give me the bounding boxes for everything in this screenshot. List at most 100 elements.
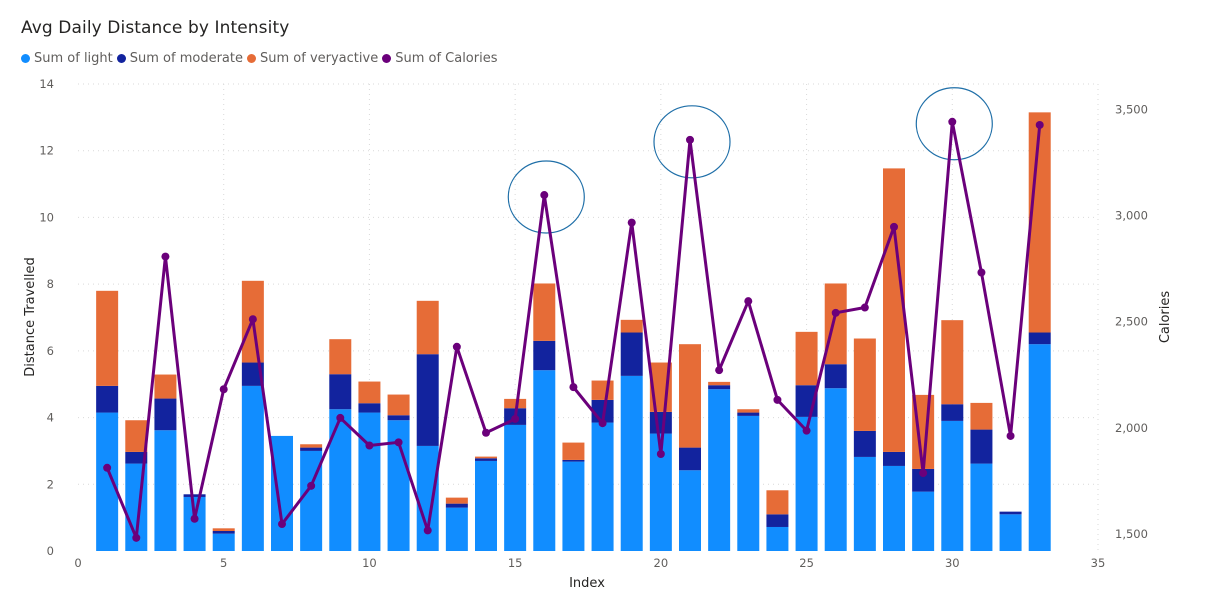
calories-point-22[interactable] [715,366,724,375]
bar-light-4[interactable] [183,496,206,551]
calories-point-29[interactable] [919,469,928,478]
bar-light-29[interactable] [912,491,935,551]
bar-light-26[interactable] [824,388,847,551]
calories-point-25[interactable] [802,426,811,435]
calories-point-18[interactable] [598,419,607,428]
bar-veryactive-19[interactable] [620,319,643,333]
bar-moderate-28[interactable] [883,451,905,466]
bar-light-23[interactable] [737,415,760,551]
calories-point-16[interactable] [540,191,549,200]
calories-point-21[interactable] [686,135,694,144]
bar-moderate-26[interactable] [824,364,847,389]
calories-point-13[interactable] [452,342,461,351]
calories-point-32[interactable] [1006,431,1015,440]
bar-moderate-22[interactable] [708,385,731,390]
chart-legend[interactable]: Sum of light Sum of moderate Sum of very… [21,51,502,66]
bar-light-21[interactable] [679,470,701,551]
bar-veryactive-16[interactable] [533,283,556,341]
bar-moderate-29[interactable] [912,468,935,492]
bar-light-3[interactable] [154,430,177,551]
calories-line-series[interactable] [103,117,1044,542]
bar-moderate-16[interactable] [533,340,556,371]
calories-point-19[interactable] [627,218,636,227]
bar-veryactive-31[interactable] [970,402,993,430]
bar-light-11[interactable] [387,420,410,551]
bar-moderate-4[interactable] [183,494,206,497]
bar-veryactive-14[interactable] [475,456,497,459]
bar-veryactive-12[interactable] [416,300,439,355]
bar-veryactive-25[interactable] [795,331,818,386]
bar-light-14[interactable] [475,460,497,551]
bar-moderate-14[interactable] [475,458,497,461]
bar-veryactive-11[interactable] [387,394,410,416]
bar-veryactive-3[interactable] [154,374,177,399]
calories-point-15[interactable] [511,414,520,423]
bar-moderate-13[interactable] [445,503,468,508]
calories-point-33[interactable] [1035,120,1044,129]
bar-veryactive-33[interactable] [1028,112,1051,333]
bar-light-32[interactable] [999,514,1022,551]
bar-moderate-1[interactable] [96,385,119,413]
bar-moderate-20[interactable] [649,411,672,434]
bar-moderate-31[interactable] [970,429,993,464]
calories-point-28[interactable] [890,222,898,231]
bar-light-24[interactable] [766,526,789,551]
calories-point-26[interactable] [831,308,840,317]
bar-veryactive-17[interactable] [562,442,585,460]
bar-light-33[interactable] [1028,344,1051,551]
bar-moderate-19[interactable] [620,332,643,376]
bar-light-15[interactable] [504,424,527,551]
calories-point-11[interactable] [394,438,403,447]
bar-moderate-32[interactable] [999,511,1022,515]
calories-point-23[interactable] [744,297,753,306]
legend-item-calories[interactable]: Sum of Calories [382,51,498,66]
calories-point-6[interactable] [248,315,257,324]
calories-point-31[interactable] [977,268,986,277]
bar-veryactive-30[interactable] [941,320,964,405]
bar-veryactive-8[interactable] [300,444,323,448]
calories-point-4[interactable] [190,514,199,523]
bar-moderate-33[interactable] [1028,332,1051,345]
bar-moderate-27[interactable] [853,430,876,457]
calories-point-30[interactable] [948,117,957,126]
bar-veryactive-18[interactable] [591,380,614,400]
bar-veryactive-5[interactable] [212,528,235,531]
calories-point-14[interactable] [482,428,490,437]
bar-moderate-10[interactable] [358,403,381,413]
legend-item-light[interactable]: Sum of light [21,51,113,66]
bar-light-6[interactable] [241,385,264,551]
bar-moderate-23[interactable] [737,412,760,416]
bar-moderate-9[interactable] [329,374,352,410]
bar-veryactive-24[interactable] [766,490,789,515]
calories-point-2[interactable] [132,533,141,542]
calories-point-7[interactable] [278,520,286,529]
bar-light-17[interactable] [562,461,585,551]
bar-moderate-17[interactable] [562,459,585,462]
bar-veryactive-13[interactable] [445,497,468,504]
calories-point-9[interactable] [336,413,345,422]
legend-item-veryactive[interactable]: Sum of veryactive [247,51,378,66]
calories-point-8[interactable] [307,481,316,490]
bar-light-7[interactable] [271,435,293,551]
bar-moderate-11[interactable] [387,415,410,421]
bar-veryactive-15[interactable] [504,398,527,409]
bar-veryactive-21[interactable] [679,344,701,448]
calories-point-5[interactable] [219,385,228,394]
bar-moderate-5[interactable] [212,530,235,534]
bar-light-31[interactable] [970,463,993,551]
bar-light-25[interactable] [795,416,818,551]
bar-light-5[interactable] [212,533,235,551]
bar-moderate-30[interactable] [941,404,964,421]
bar-light-9[interactable] [329,409,352,551]
bar-moderate-21[interactable] [679,447,701,471]
bar-veryactive-10[interactable] [358,381,381,404]
bar-veryactive-1[interactable] [96,290,119,386]
bar-light-20[interactable] [649,433,672,551]
calories-point-10[interactable] [365,441,374,450]
bar-moderate-8[interactable] [300,447,323,451]
bar-veryactive-22[interactable] [708,381,731,386]
bar-moderate-3[interactable] [154,398,177,431]
bar-moderate-2[interactable] [125,451,148,464]
bar-light-1[interactable] [96,412,119,551]
